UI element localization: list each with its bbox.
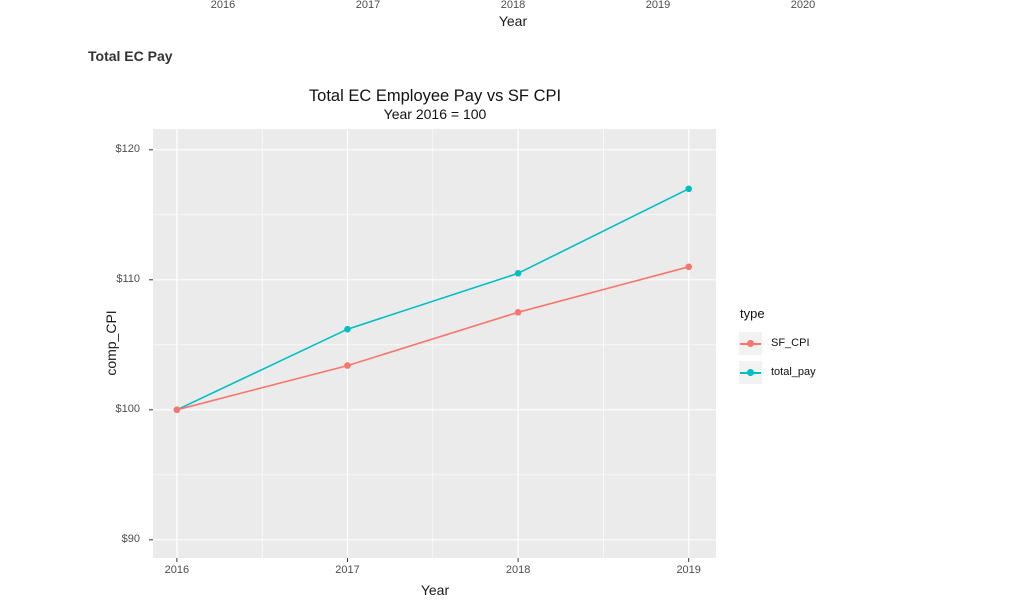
x-tick-label: 2018 [505,564,531,576]
x-tick-label: 2017 [335,564,360,576]
legend-title: type [740,306,765,321]
top-chart-x-tick-label: 2020 [790,0,816,11]
legend-key [739,361,762,384]
x-tick-label: 2016 [164,564,190,576]
top-chart-x-tick-label: 2018 [500,0,526,11]
x-tick-label: 2019 [676,564,701,576]
y-axis-title-text: comp_CPI [103,310,119,376]
section-heading: Total EC Pay [88,48,173,64]
y-tick-label: $90 [121,533,140,546]
y-tick-label: $120 [115,143,140,156]
legend-key [739,332,762,355]
y-tick-label: $100 [115,403,140,416]
top-chart-x-tick-label: 2017 [355,0,381,11]
legend-key-dot-icon [747,340,754,347]
chart-title: Total EC Employee Pay vs SF CPI [308,87,562,105]
chart-subtitle: Year 2016 = 100 [383,106,487,122]
legend-key-dot-icon [747,369,754,376]
legend-label: SF_CPI [771,337,810,349]
top-chart-x-tick-label: 2016 [210,0,236,11]
y-tick-label: $110 [116,273,140,286]
top-chart-x-tick-label: 2019 [645,0,671,11]
legend-label: total_pay [771,366,816,378]
x-axis-title: Year [420,582,450,598]
top-chart-x-axis: Year 2016 2017 2018 2019 2020 [0,0,1023,30]
top-chart-x-axis-title: Year [498,13,528,29]
